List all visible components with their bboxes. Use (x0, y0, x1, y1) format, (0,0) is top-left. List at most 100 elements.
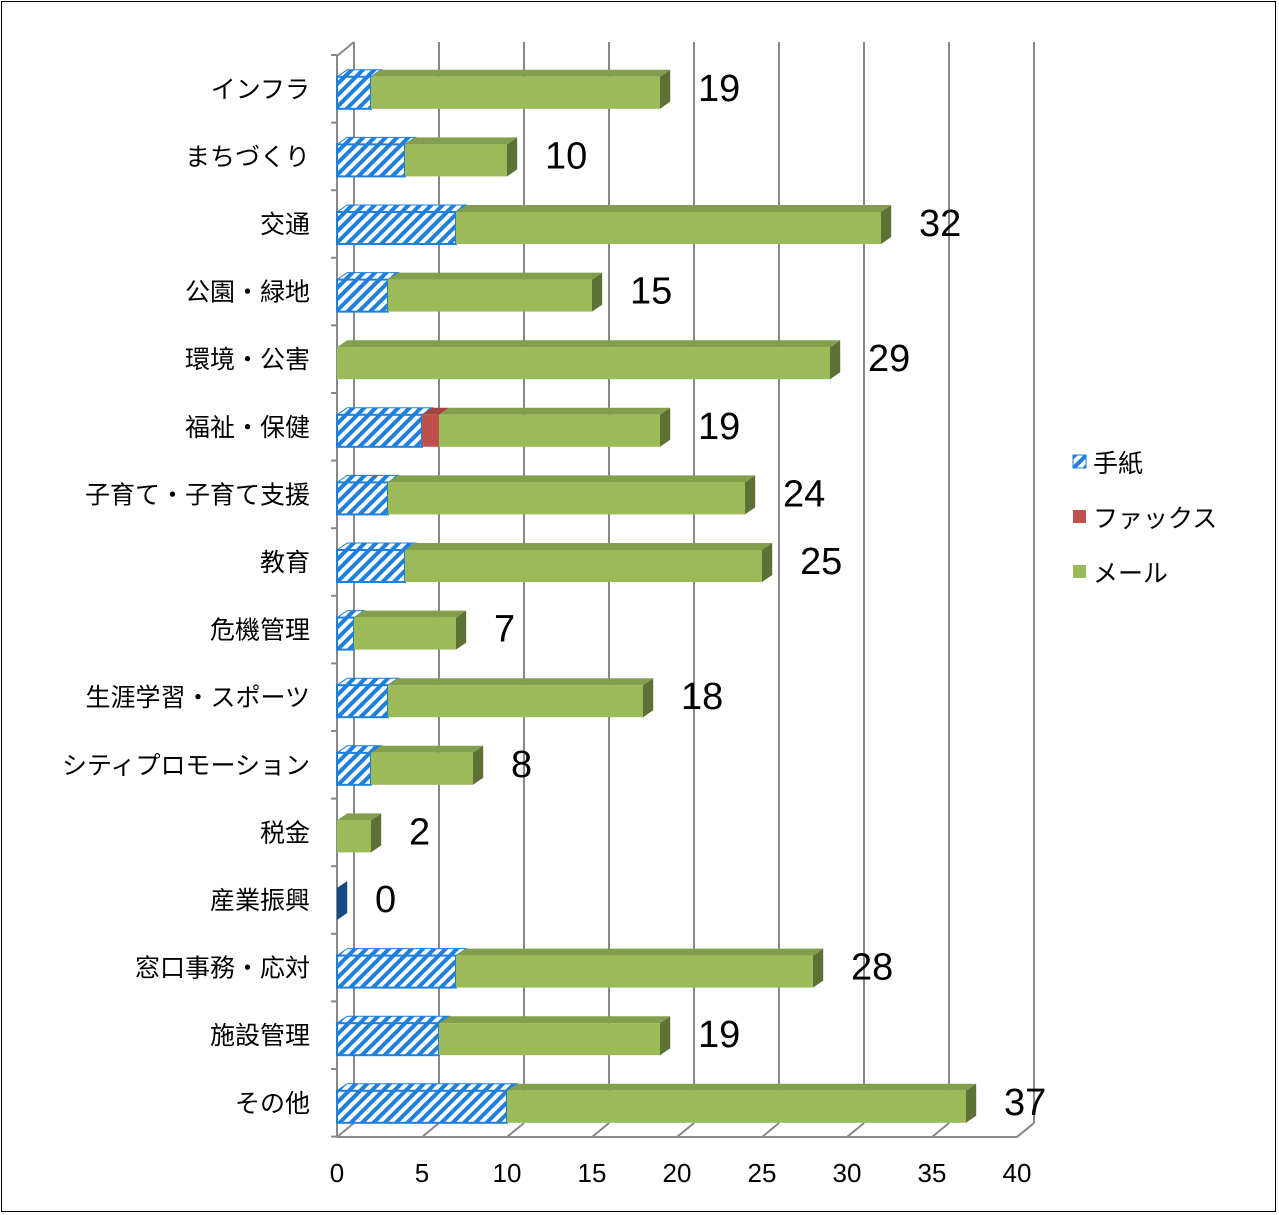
bar-top-手紙 (335, 677, 400, 686)
category-label: シティプロモーション (62, 751, 310, 780)
bar-top-メール (405, 543, 773, 550)
bar-side (762, 543, 773, 582)
bar-side (745, 475, 756, 515)
category-label: 交通 (260, 210, 310, 239)
bar-メール (371, 752, 473, 785)
category-label: まちづくり (185, 142, 310, 171)
bar-side (966, 1083, 977, 1123)
bar-メール (354, 617, 456, 650)
bar-side (881, 205, 892, 244)
data-label: 29 (868, 338, 910, 380)
x-tick-label: 5 (415, 1158, 429, 1188)
bar-手紙 (336, 481, 389, 516)
bar-手紙 (336, 684, 389, 719)
data-label: 8 (511, 744, 532, 786)
bar-手紙 (336, 75, 372, 110)
floor-line (761, 1122, 780, 1138)
bar-side (830, 340, 841, 380)
bar-top-手紙 (335, 204, 468, 213)
bar-メール (371, 76, 660, 109)
floor-line (506, 1122, 525, 1138)
bar-side (371, 813, 382, 853)
bar-top-メール (507, 1083, 977, 1091)
data-label: 10 (545, 135, 587, 177)
data-label: 28 (851, 947, 893, 989)
x-tick-label: 15 (578, 1158, 607, 1188)
data-label: 15 (630, 271, 672, 313)
data-label: 25 (800, 541, 842, 583)
data-label: 37 (1004, 1082, 1046, 1124)
bar-top-メール (388, 678, 654, 686)
x-tick-label: 35 (918, 1158, 947, 1188)
bar-side (473, 745, 484, 785)
legend-swatch-メール (1073, 565, 1086, 578)
bar-メール (456, 955, 813, 988)
bar-メール (337, 820, 371, 853)
category-label: 窓口事務・応対 (135, 954, 310, 983)
x-tick-label: 40 (1003, 1158, 1032, 1188)
category-label: 生涯学習・スポーツ (85, 683, 310, 712)
x-tick-label: 10 (493, 1158, 522, 1188)
bar-top-メール (337, 813, 382, 821)
bar-メール (439, 414, 660, 447)
bar-メール (507, 1090, 966, 1123)
floor-line (421, 1122, 440, 1138)
bar-side (643, 678, 654, 718)
bar-メール (388, 482, 745, 515)
data-label: 19 (698, 1014, 740, 1056)
category-label: 教育 (260, 548, 310, 577)
bar-top-手紙 (335, 1083, 519, 1092)
bar-top-メール (354, 610, 467, 618)
bar-top-手紙 (335, 407, 434, 416)
category-label: 施設管理 (210, 1021, 310, 1050)
bars (335, 69, 977, 1124)
x-tick-label: 0 (330, 1158, 344, 1188)
x-tick-label: 30 (833, 1158, 862, 1188)
bar-top-手紙 (335, 1015, 451, 1024)
data-label: 24 (783, 473, 825, 515)
bar-top-手紙 (335, 948, 468, 957)
data-label: 18 (681, 676, 723, 718)
bar-top-メール (337, 340, 841, 348)
bar-ファックス (422, 414, 439, 447)
bar-top-手紙 (335, 542, 417, 551)
legend-label: 手紙 (1093, 449, 1143, 478)
data-label: 32 (919, 203, 961, 245)
category-label: 子育て・子育て支援 (85, 480, 310, 509)
bar-手紙 (336, 549, 406, 583)
category-label: 公園・緑地 (185, 278, 310, 307)
legend-label: ファックス (1093, 504, 1217, 533)
data-label: 7 (494, 609, 515, 651)
bar-side (337, 881, 348, 920)
bar-手紙 (336, 143, 406, 178)
bar-メール (337, 347, 830, 380)
bar-手紙 (336, 616, 355, 651)
labels: インフラ 19 まちづくり 10 交通 32 公園・緑地 15 環境・公害 29 福祉・保健 19 子育… (62, 68, 1046, 1124)
bar-手紙 (336, 211, 457, 245)
legend-label: メール (1093, 559, 1168, 588)
bar-side (456, 610, 467, 650)
floor-line (676, 1122, 695, 1138)
bar-side (660, 69, 671, 109)
bar-手紙 (336, 954, 457, 989)
data-label: 2 (409, 811, 430, 853)
x-tick-label: 20 (663, 1158, 692, 1188)
bar-メール (456, 212, 881, 244)
category-label: その他 (235, 1089, 310, 1118)
x-tick-label: 25 (748, 1158, 777, 1188)
bar-メール (405, 144, 507, 177)
bar-side (507, 137, 518, 177)
bar-手紙 (336, 278, 389, 313)
bar-top-メール (456, 205, 892, 212)
bar-top-メール (388, 475, 756, 483)
bar-side (660, 1016, 671, 1056)
category-label: 危機管理 (210, 616, 310, 645)
data-label: 19 (698, 68, 740, 110)
bar-メール (405, 550, 762, 582)
bar-メール (388, 685, 643, 718)
bar-top-メール (371, 69, 671, 77)
bar-手紙 (336, 751, 372, 786)
floor-line (931, 1122, 950, 1138)
bar-手紙 (336, 1022, 440, 1057)
